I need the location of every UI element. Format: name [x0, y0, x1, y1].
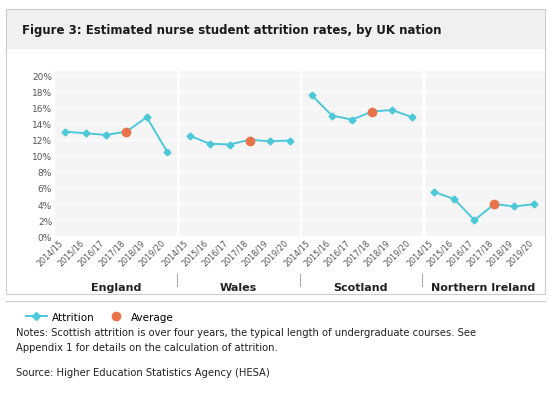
Text: Figure 3: Estimated nurse student attrition rates, by UK nation: Figure 3: Estimated nurse student attrit… — [22, 24, 442, 36]
Text: Appendix 1 for details on the calculation of attrition.: Appendix 1 for details on the calculatio… — [16, 342, 278, 352]
Text: England: England — [91, 283, 141, 293]
Text: Wales: Wales — [220, 283, 257, 293]
Text: Notes: Scottish attrition is over four years, the typical length of undergraduat: Notes: Scottish attrition is over four y… — [16, 327, 477, 337]
Text: Scotland: Scotland — [334, 283, 388, 293]
Legend: Attrition, Average: Attrition, Average — [21, 308, 178, 326]
Text: Northern Ireland: Northern Ireland — [431, 283, 536, 293]
Text: Source: Higher Education Statistics Agency (HESA): Source: Higher Education Statistics Agen… — [16, 367, 270, 377]
